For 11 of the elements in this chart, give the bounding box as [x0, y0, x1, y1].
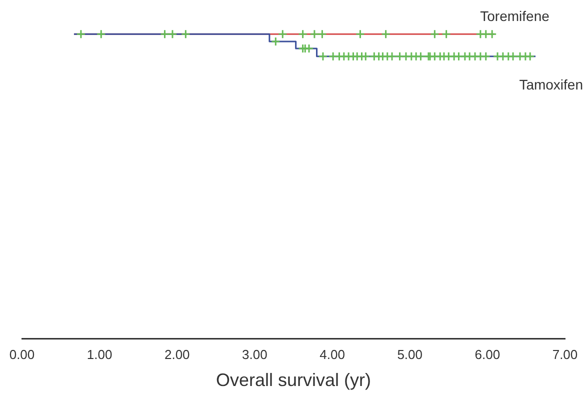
x-tick-label: 7.00 — [552, 347, 578, 362]
x-tick-label: 1.00 — [86, 347, 112, 362]
x-axis-title: Overall survival (yr) — [216, 370, 372, 390]
x-tick-label: 4.00 — [320, 347, 345, 362]
x-tick-label: 5.00 — [397, 347, 423, 362]
series-label: Toremifene — [480, 8, 550, 24]
x-tick-label: 2.00 — [164, 347, 190, 362]
series-label: Tamoxifen — [519, 76, 583, 92]
x-tick-label: 3.00 — [242, 347, 268, 362]
x-tick-label: 6.00 — [474, 347, 500, 362]
x-tick-label: 0.00 — [9, 347, 35, 362]
